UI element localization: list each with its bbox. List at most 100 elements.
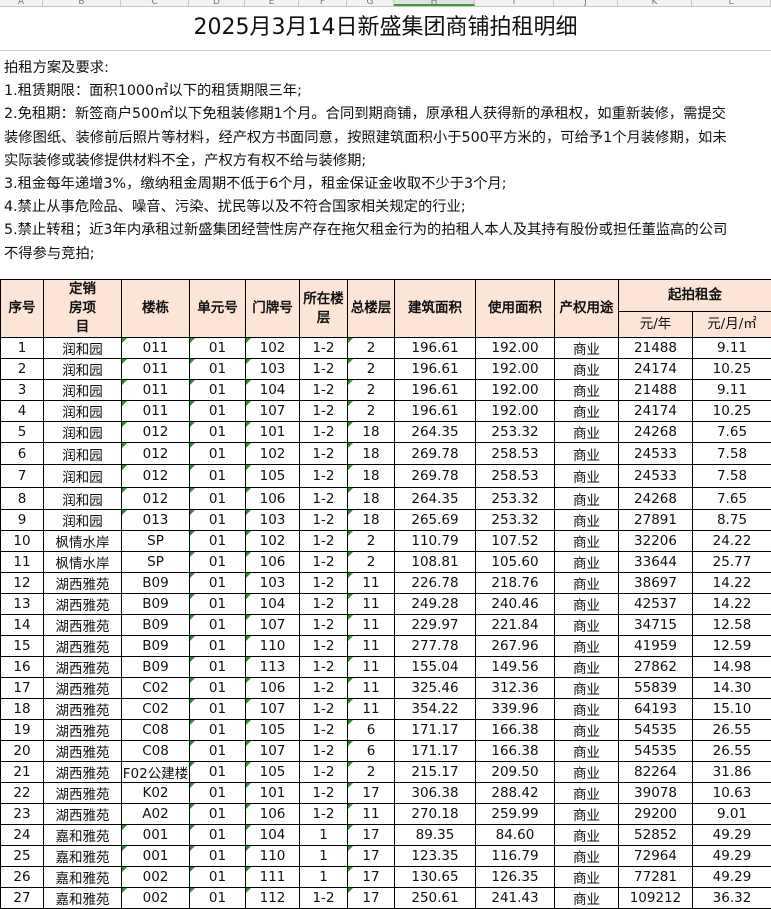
cell-usable-area[interactable]: 258.53: [476, 465, 555, 488]
cell-gross-area[interactable]: 196.61: [395, 359, 476, 380]
cell-project[interactable]: 润和园: [44, 380, 122, 401]
cell-building[interactable]: C02: [122, 678, 190, 699]
cell-door[interactable]: 113: [246, 657, 300, 678]
cell-usage[interactable]: 商业: [555, 552, 619, 573]
cell-project[interactable]: 嘉和雅苑: [44, 825, 122, 846]
cell-rent-year[interactable]: 27891: [619, 510, 693, 531]
cell-rent-month-sqm[interactable]: 26.55: [693, 741, 771, 762]
cell-door[interactable]: 104: [246, 825, 300, 846]
cell-gross-area[interactable]: 110.79: [395, 531, 476, 552]
cell-door[interactable]: 107: [246, 741, 300, 762]
cell-gross-area[interactable]: 306.38: [395, 783, 476, 804]
cell-usage[interactable]: 商业: [555, 422, 619, 443]
cell-usable-area[interactable]: 105.60: [476, 552, 555, 573]
cell-project[interactable]: 润和园: [44, 422, 122, 443]
cell-building[interactable]: 012: [122, 465, 190, 488]
cell-building[interactable]: B09: [122, 573, 190, 594]
cell-floor[interactable]: 1-2: [300, 401, 348, 422]
cell-rent-year[interactable]: 52852: [619, 825, 693, 846]
cell-door[interactable]: 102: [246, 531, 300, 552]
cell-total-floors[interactable]: 17: [348, 846, 395, 867]
cell-total-floors[interactable]: 17: [348, 867, 395, 888]
cell-door[interactable]: 105: [246, 762, 300, 783]
cell-building[interactable]: C08: [122, 741, 190, 762]
cell-door[interactable]: 103: [246, 510, 300, 531]
cell-seq[interactable]: 10: [1, 531, 44, 552]
header-building[interactable]: 楼栋: [122, 280, 190, 338]
cell-usable-area[interactable]: 116.79: [476, 846, 555, 867]
cell-total-floors[interactable]: 11: [348, 678, 395, 699]
cell-rent-year[interactable]: 38697: [619, 573, 693, 594]
cell-usage[interactable]: 商业: [555, 615, 619, 636]
cell-total-floors[interactable]: 18: [348, 443, 395, 465]
cell-unit[interactable]: 01: [190, 636, 246, 657]
cell-door[interactable]: 105: [246, 720, 300, 741]
cell-usable-area[interactable]: 253.32: [476, 422, 555, 443]
cell-door[interactable]: 103: [246, 573, 300, 594]
cell-seq[interactable]: 9: [1, 510, 44, 531]
cell-usage[interactable]: 商业: [555, 443, 619, 465]
cell-rent-year[interactable]: 72964: [619, 846, 693, 867]
cell-floor[interactable]: 1-2: [300, 465, 348, 488]
cell-floor[interactable]: 1-2: [300, 531, 348, 552]
cell-rent-year[interactable]: 21488: [619, 338, 693, 359]
cell-floor[interactable]: 1-2: [300, 762, 348, 783]
cell-gross-area[interactable]: 265.69: [395, 510, 476, 531]
cell-usage[interactable]: 商业: [555, 825, 619, 846]
cell-floor[interactable]: 1-2: [300, 783, 348, 804]
cell-floor[interactable]: 1-2: [300, 594, 348, 615]
cell-building[interactable]: 013: [122, 510, 190, 531]
cell-gross-area[interactable]: 249.28: [395, 594, 476, 615]
cell-unit[interactable]: 01: [190, 594, 246, 615]
cell-usage[interactable]: 商业: [555, 699, 619, 720]
cell-gross-area[interactable]: 171.17: [395, 741, 476, 762]
cell-gross-area[interactable]: 155.04: [395, 657, 476, 678]
cell-seq[interactable]: 14: [1, 615, 44, 636]
cell-project[interactable]: 湖西雅苑: [44, 699, 122, 720]
cell-building[interactable]: 011: [122, 338, 190, 359]
cell-rent-year[interactable]: 24533: [619, 465, 693, 488]
header-rent-year[interactable]: 元/年: [619, 312, 693, 338]
cell-rent-month-sqm[interactable]: 10.25: [693, 401, 771, 422]
cell-rent-month-sqm[interactable]: 14.22: [693, 573, 771, 594]
cell-total-floors[interactable]: 11: [348, 657, 395, 678]
cell-unit[interactable]: 01: [190, 678, 246, 699]
cell-gross-area[interactable]: 196.61: [395, 380, 476, 401]
cell-usable-area[interactable]: 312.36: [476, 678, 555, 699]
cell-unit[interactable]: 01: [190, 465, 246, 488]
cell-usable-area[interactable]: 192.00: [476, 401, 555, 422]
cell-rent-year[interactable]: 55839: [619, 678, 693, 699]
cell-total-floors[interactable]: 2: [348, 380, 395, 401]
cell-unit[interactable]: 01: [190, 825, 246, 846]
cell-unit[interactable]: 01: [190, 359, 246, 380]
cell-usage[interactable]: 商业: [555, 888, 619, 909]
cell-unit[interactable]: 01: [190, 443, 246, 465]
cell-total-floors[interactable]: 11: [348, 573, 395, 594]
cell-project[interactable]: 润和园: [44, 338, 122, 359]
cell-rent-year[interactable]: 33644: [619, 552, 693, 573]
cell-usage[interactable]: 商业: [555, 380, 619, 401]
cell-project[interactable]: 润和园: [44, 401, 122, 422]
cell-unit[interactable]: 01: [190, 422, 246, 443]
cell-usage[interactable]: 商业: [555, 846, 619, 867]
cell-building[interactable]: 012: [122, 422, 190, 443]
cell-door[interactable]: 106: [246, 552, 300, 573]
cell-unit[interactable]: 01: [190, 888, 246, 909]
cell-rent-month-sqm[interactable]: 9.01: [693, 804, 771, 825]
cell-gross-area[interactable]: 269.78: [395, 443, 476, 465]
cell-total-floors[interactable]: 17: [348, 888, 395, 909]
header-rent-month-sqm[interactable]: 元/月/㎡: [693, 312, 771, 338]
cell-rent-month-sqm[interactable]: 49.29: [693, 846, 771, 867]
cell-rent-year[interactable]: 24174: [619, 359, 693, 380]
cell-usable-area[interactable]: 258.53: [476, 443, 555, 465]
cell-building[interactable]: B09: [122, 657, 190, 678]
cell-usable-area[interactable]: 166.38: [476, 741, 555, 762]
cell-rent-month-sqm[interactable]: 14.98: [693, 657, 771, 678]
cell-project[interactable]: 湖西雅苑: [44, 657, 122, 678]
cell-building[interactable]: B09: [122, 636, 190, 657]
cell-rent-year[interactable]: 24174: [619, 401, 693, 422]
cell-project[interactable]: 润和园: [44, 359, 122, 380]
cell-seq[interactable]: 7: [1, 465, 44, 488]
cell-total-floors[interactable]: 11: [348, 636, 395, 657]
cell-seq[interactable]: 11: [1, 552, 44, 573]
